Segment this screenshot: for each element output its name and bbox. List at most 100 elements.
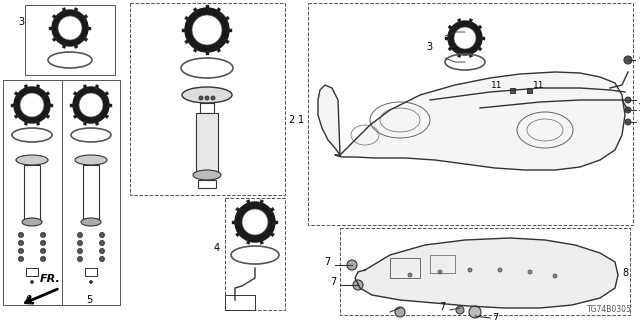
Bar [468,53,472,58]
Bar [184,39,189,44]
Circle shape [99,241,104,245]
Circle shape [242,209,268,235]
Circle shape [19,257,24,261]
Bar [274,220,278,223]
Bar [246,200,250,204]
Text: 5: 5 [86,295,92,305]
Bar [74,8,78,12]
Bar [36,121,40,125]
Bar [104,92,109,96]
Bar [49,103,53,107]
Bar [196,113,218,173]
Bar [198,180,216,188]
Bar [225,295,255,310]
Bar [83,121,87,125]
Bar [26,268,38,276]
Bar [11,103,15,107]
Text: 8: 8 [622,268,628,278]
Ellipse shape [193,170,221,180]
Circle shape [99,249,104,253]
Circle shape [625,107,631,113]
Bar [87,27,91,29]
Circle shape [58,16,82,40]
Bar [225,39,229,44]
Bar [70,103,74,107]
Bar [448,46,453,51]
Circle shape [40,241,45,245]
Ellipse shape [75,155,107,165]
Bar [83,84,87,89]
Circle shape [77,257,83,261]
Ellipse shape [16,155,48,165]
Bar [45,114,50,118]
Circle shape [624,56,632,64]
Bar [62,8,66,12]
Text: 1: 1 [298,115,304,125]
Bar [477,25,482,30]
Circle shape [438,270,442,274]
Bar [83,14,88,19]
Bar [205,5,209,9]
Bar [205,51,209,55]
Circle shape [553,274,557,278]
Ellipse shape [22,218,42,226]
Bar [62,44,66,48]
Polygon shape [318,85,340,155]
Bar [308,3,633,225]
Text: 4: 4 [214,243,220,253]
Bar [448,25,453,30]
Text: 6: 6 [25,295,31,305]
Bar [193,8,198,12]
Bar [430,255,455,273]
Circle shape [199,96,203,100]
Text: 3: 3 [18,17,24,27]
Bar [236,232,241,237]
Bar [216,8,221,12]
Bar [45,92,50,96]
Bar [468,19,472,23]
Circle shape [625,97,631,103]
Circle shape [40,249,45,253]
Bar [36,84,40,89]
Text: 7: 7 [439,302,445,312]
Bar [340,228,630,315]
Circle shape [211,96,215,100]
Bar [232,220,236,223]
Bar [14,92,19,96]
Bar [73,92,78,96]
Bar [52,37,57,42]
Circle shape [408,273,412,277]
Text: 10: 10 [638,103,640,113]
Bar [184,16,189,21]
Bar [458,19,461,23]
Circle shape [454,27,476,49]
Circle shape [625,119,631,125]
Bar [182,28,186,31]
Circle shape [395,307,405,317]
Bar [24,84,28,89]
Bar [477,46,482,51]
Bar [246,240,250,244]
Bar [259,240,264,244]
Bar [481,36,485,39]
Circle shape [99,233,104,237]
Ellipse shape [81,218,101,226]
Bar [49,27,53,29]
Bar [24,121,28,125]
Bar [83,165,99,220]
Bar [74,44,78,48]
Circle shape [31,281,33,284]
Bar [83,37,88,42]
Bar [25,5,115,75]
Text: TG74B0305: TG74B0305 [587,305,632,314]
Circle shape [456,306,464,314]
Bar [130,3,285,195]
Bar [225,198,285,310]
Circle shape [20,93,44,117]
Circle shape [192,15,222,45]
Text: 7: 7 [324,257,330,267]
Circle shape [347,260,357,270]
Circle shape [77,233,83,237]
Text: 3: 3 [426,42,432,52]
Text: 7: 7 [492,313,499,320]
